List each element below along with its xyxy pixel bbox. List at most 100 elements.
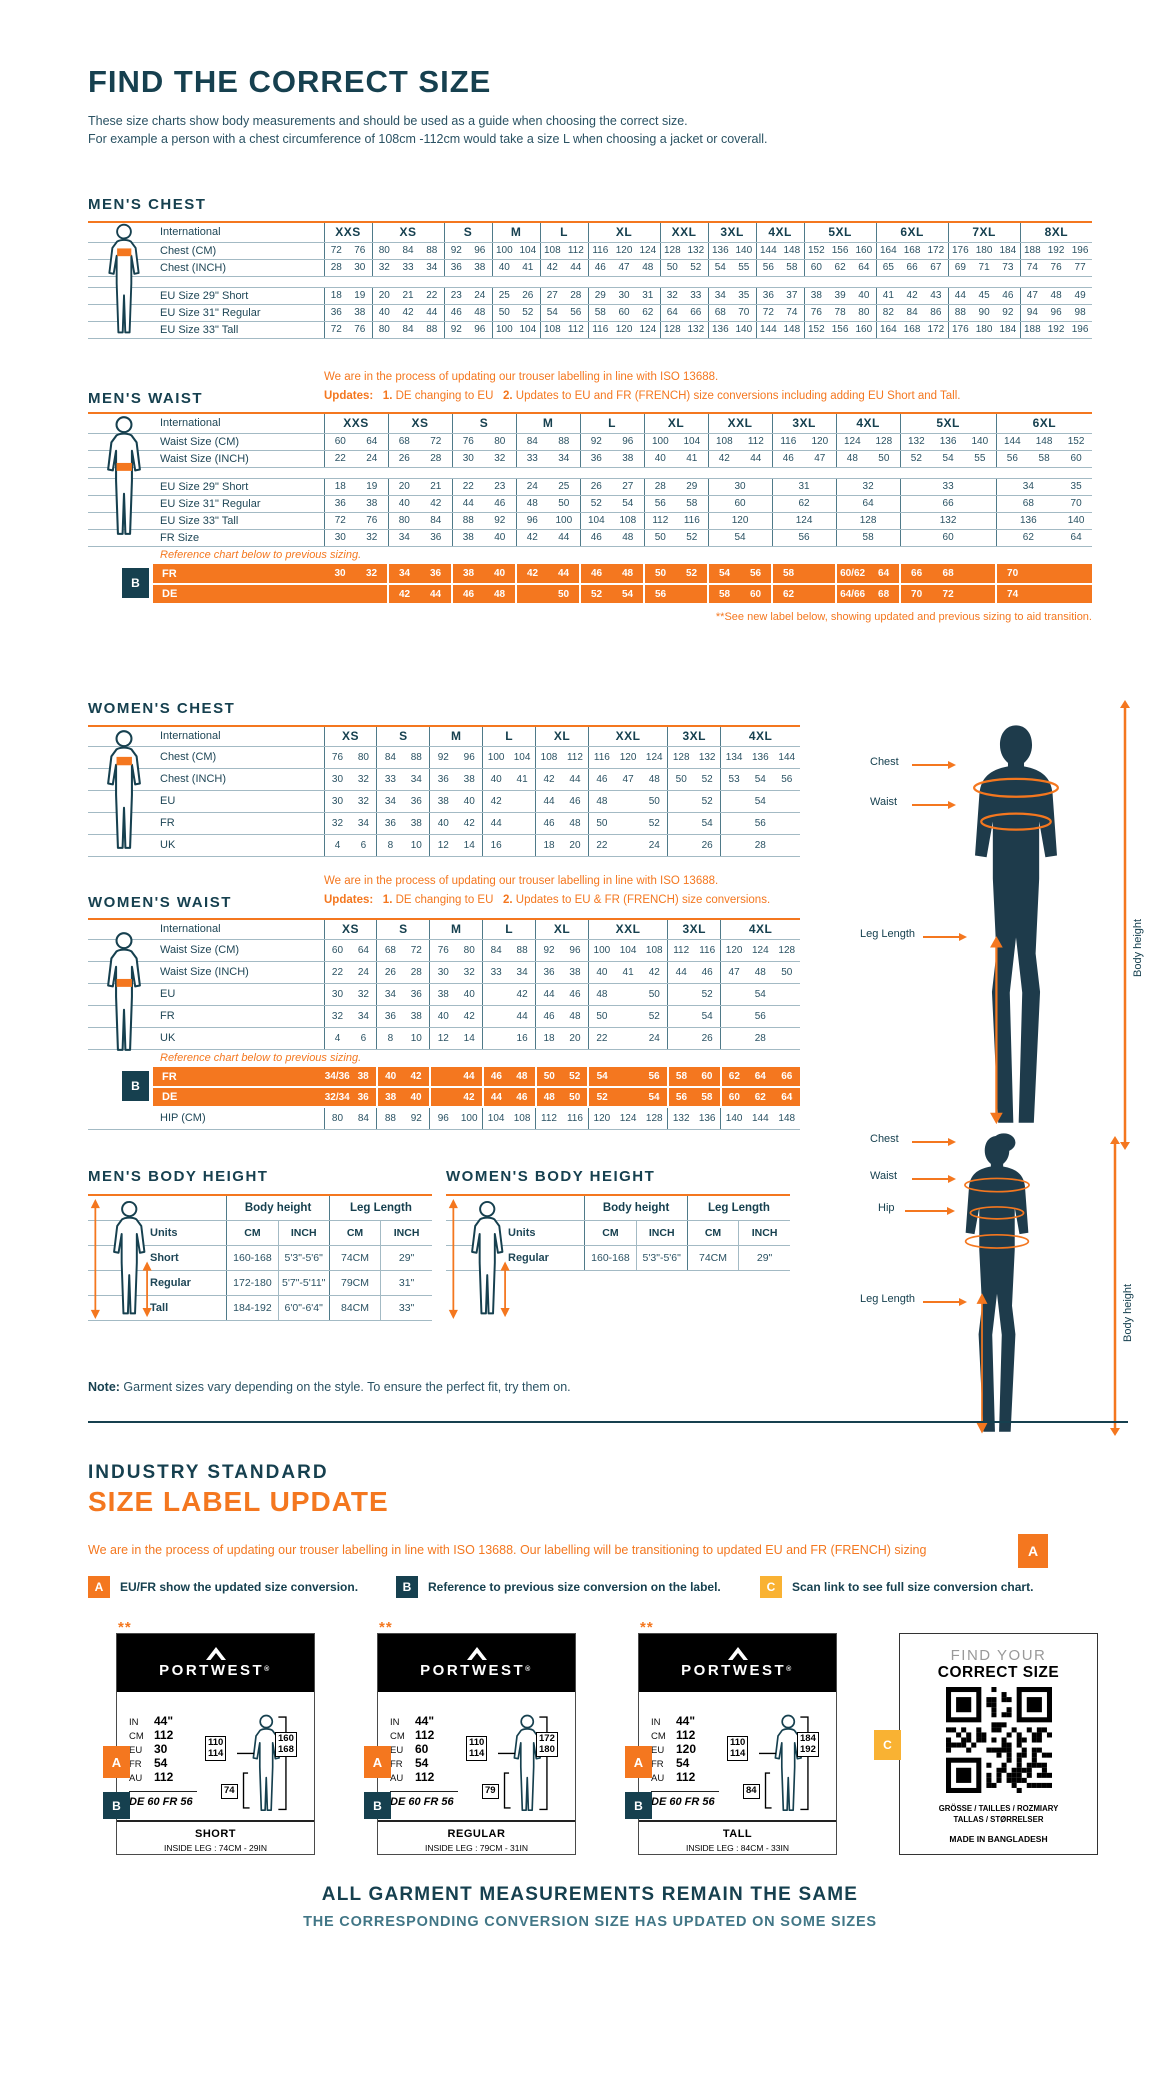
size-cell: 64 (350, 939, 377, 962)
size-cell: 132 (684, 321, 709, 339)
size-cell: 76 (451, 433, 485, 451)
size-cell: 8 (376, 1027, 404, 1050)
updates-note: Updates: 1. DE changing to EU 2. Updates… (324, 891, 884, 910)
size-cell: 28 (643, 478, 677, 496)
size-cell (720, 1005, 748, 1028)
size-cell: 104 (676, 433, 709, 451)
size-cell: 58 (771, 564, 805, 585)
size-cell: 172-180 (226, 1270, 279, 1296)
size-cell (509, 812, 536, 835)
size-cell: 64 (356, 433, 389, 451)
size-cell: 144 (773, 746, 800, 769)
size-cell: 46 (535, 1005, 562, 1028)
size-line: CM 112 (390, 1728, 434, 1742)
label-body: IN 44" CM 112 EU 30 FR 54 AU 112 DE 60 FR 56 110 114… (117, 1692, 314, 1822)
size-cell: 92 (535, 939, 562, 962)
size-cell: 44 (456, 1067, 483, 1088)
size-cell: 100 (548, 512, 581, 530)
size-cell: 58 (1028, 450, 1061, 468)
column-header: Leg Length (686, 1195, 790, 1221)
portwest-diamond-icon (466, 1647, 487, 1660)
size-cell: 24 (641, 834, 668, 857)
size-key: CM (129, 1731, 144, 1742)
size-cell (614, 1005, 642, 1028)
card-badge-b: B (364, 1792, 391, 1819)
size-cell: 52 (587, 1087, 615, 1108)
legend-text: Reference to previous size conversion on… (428, 1580, 721, 1594)
size-cell: 39 (828, 287, 853, 305)
size-cell: 172 (924, 321, 949, 339)
column-header: CM (328, 1220, 381, 1246)
size-cell: 30 (612, 287, 637, 305)
size-cell: 104 (614, 939, 642, 962)
size-cell: 50 (641, 790, 668, 813)
size-cell: 26 (694, 1027, 721, 1050)
size-cell: 48 (641, 768, 668, 791)
column-header: 3XL (707, 222, 757, 243)
size-cell: 76 (356, 512, 389, 530)
size-cell: 46 (587, 259, 613, 277)
row-label: Waist Size (CM) (88, 433, 325, 451)
size-cell: 94 (1019, 304, 1045, 322)
size-cell: 16 (509, 1027, 536, 1050)
column-header: S (376, 726, 430, 747)
mens-waist-table-host: B International XXS XS S M L XL XXL 3XL 4XL 5XL 6XL… (88, 412, 1093, 623)
column-header: XL (587, 222, 661, 243)
size-value: 112 (415, 1770, 435, 1784)
updates-label: Updates: (324, 894, 374, 906)
size-cell: 21 (396, 287, 421, 305)
size-line: AU 112 (390, 1770, 434, 1784)
updates-note: Updates: 1. DE changing to EU 2. Updates… (324, 387, 960, 406)
size-cell (773, 1005, 800, 1028)
row-label: Tall (88, 1295, 227, 1321)
body-height-section: MEN'S BODY HEIGHT Body height Leg Length U… (88, 1168, 1092, 1321)
size-line: EU 120 (651, 1742, 696, 1756)
table-row: Waist Size (CM) 60 64 68 72 76 80 84 88 92 96 100 10… (88, 433, 1093, 451)
size-cell: 36 (420, 529, 453, 547)
size-cell: 116 (771, 433, 805, 451)
size-cell: 62 (771, 584, 805, 605)
size-value: 54 (676, 1756, 690, 1770)
legend-badge-c: C (760, 1576, 782, 1598)
size-cell: 120 (612, 242, 637, 260)
size-cell (667, 834, 695, 857)
size-cell: 48 (515, 495, 549, 513)
size-cell: 128 (868, 433, 901, 451)
table-row: Chest (INCH) 28 30 32 33 34 36 38 40 41 42 44 46 47 48… (88, 259, 1093, 277)
size-cell: 62 (995, 529, 1061, 547)
size-cell: 36 (350, 1087, 377, 1108)
column-header: S (451, 413, 517, 434)
size-line: FR 54 (390, 1756, 434, 1770)
reference-badge-b: B (122, 568, 149, 598)
size-cell: 40 (491, 259, 517, 277)
column-header: XL (643, 413, 709, 434)
size-cell: 52 (684, 259, 709, 277)
size-cell: 65 (875, 259, 901, 277)
size-cell: 48 (534, 1087, 562, 1108)
size-key: FR (651, 1759, 664, 1770)
size-cell: 56 (747, 812, 774, 835)
size-cell: 74CM (328, 1245, 381, 1271)
size-cell: 21 (420, 478, 453, 496)
size-cell: 48 (612, 529, 645, 547)
transition-footnote: **See new label below, showing updated a… (715, 611, 1092, 623)
row-label: FR (88, 1005, 325, 1028)
size-cell: 44 (535, 790, 562, 813)
man-body-height-label: Body height (1132, 918, 1144, 977)
size-cell: 34 (995, 478, 1061, 496)
size-cell: 74CM (686, 1245, 739, 1271)
size-cell: 41 (614, 961, 642, 984)
size-key: EU (129, 1745, 143, 1756)
size-cell: 184 (996, 321, 1021, 339)
size-cell (667, 812, 695, 835)
size-cell: 52 (579, 495, 613, 513)
size-cell: 46 (561, 790, 589, 813)
prev-size-rule (129, 1791, 197, 1792)
size-cell: 72 (323, 512, 357, 530)
measurement-figures: Chest Waist Leg Length Body height Chest… (860, 692, 1157, 1452)
woman-chest-label: Chest (870, 1133, 899, 1145)
size-cell: 66 (900, 259, 925, 277)
leg-length-arrow-icon (923, 1298, 967, 1306)
size-cell: 40 (456, 983, 483, 1006)
size-cell: 34 (376, 983, 404, 1006)
